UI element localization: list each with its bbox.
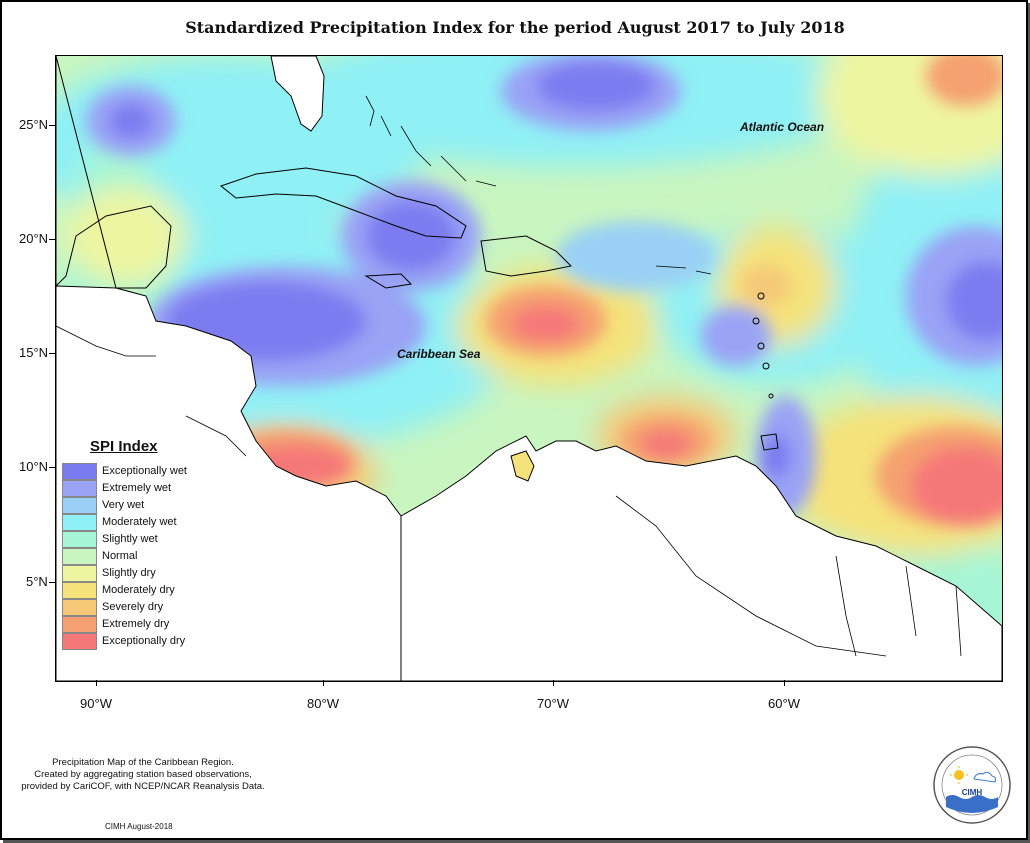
- lat-tick: [49, 582, 55, 583]
- lon-tick: [96, 680, 97, 686]
- legend-item: Exceptionally dry: [62, 632, 187, 650]
- map-credit: CIMH August-2018: [105, 822, 173, 831]
- lon-label-80w: 80°W: [307, 696, 339, 711]
- legend-swatch: [62, 547, 97, 565]
- atlantic-ocean-label: Atlantic Ocean: [740, 120, 825, 134]
- lat-tick: [49, 125, 55, 126]
- legend-label: Exceptionally dry: [102, 635, 186, 647]
- legend-item: Severely dry: [62, 598, 187, 616]
- lat-tick: [49, 353, 55, 354]
- legend-swatch: [62, 479, 97, 497]
- lat-label-5n: 5°N: [26, 574, 48, 589]
- legend-swatch: [62, 632, 97, 650]
- map-title: Standardized Precipitation Index for the…: [185, 18, 845, 37]
- legend-item: Extremely wet: [62, 479, 187, 497]
- cimh-logo: CIMH: [932, 745, 1012, 825]
- legend-item: Moderately dry: [62, 581, 187, 599]
- legend-label: Normal: [102, 550, 138, 562]
- legend-label: Extremely dry: [102, 618, 170, 630]
- map-description: Precipitation Map of the Caribbean Regio…: [8, 757, 278, 793]
- legend-swatch: [62, 462, 97, 480]
- legend-item: Slightly dry: [62, 564, 187, 582]
- legend-label: Severely dry: [102, 601, 164, 613]
- legend-title: SPI Index: [90, 438, 158, 455]
- legend-label: Extremely wet: [102, 482, 172, 494]
- note-line: Created by aggregating station based obs…: [34, 769, 252, 780]
- lat-tick: [49, 467, 55, 468]
- legend-swatch: [62, 615, 97, 633]
- lon-tick: [553, 680, 554, 686]
- legend-item: Slightly wet: [62, 530, 187, 548]
- legend-swatch: [62, 598, 97, 616]
- legend-swatch: [62, 564, 97, 582]
- legend-item: Very wet: [62, 496, 187, 514]
- lat-tick: [49, 239, 55, 240]
- legend-label: Slightly dry: [102, 567, 156, 579]
- legend-swatch: [62, 530, 97, 548]
- logo-text: CIMH: [962, 788, 983, 797]
- caribbean-sea-label: Caribbean Sea: [397, 347, 481, 361]
- lat-label-25n: 25°N: [19, 117, 49, 132]
- lon-label-90w: 90°W: [80, 696, 112, 711]
- legend-item: Exceptionally wet: [62, 462, 187, 480]
- legend-item: Extremely dry: [62, 615, 187, 633]
- legend-label: Very wet: [102, 499, 145, 511]
- legend-item: Moderately wet: [62, 513, 187, 531]
- note-line: Precipitation Map of the Caribbean Regio…: [52, 757, 234, 768]
- note-line: provided by CariCOF, with NCEP/NCAR Rean…: [21, 781, 265, 792]
- legend-label: Slightly wet: [102, 533, 158, 545]
- cimh-logo-icon: CIMH: [933, 746, 1011, 824]
- lon-label-70w: 70°W: [537, 696, 569, 711]
- legend-swatch: [62, 513, 97, 531]
- legend-item: Normal: [62, 547, 187, 565]
- lat-label-15n: 15°N: [19, 345, 49, 360]
- lon-tick: [784, 680, 785, 686]
- lat-label-10n: 10°N: [19, 459, 49, 474]
- spi-map: [55, 55, 1003, 682]
- spi-legend: SPI Index Exceptionally wet Extremely we…: [62, 438, 187, 650]
- lon-tick: [323, 680, 324, 686]
- legend-swatch: [62, 496, 97, 514]
- lat-label-20n: 20°N: [19, 231, 49, 246]
- legend-label: Exceptionally wet: [102, 465, 187, 477]
- lon-label-60w: 60°W: [768, 696, 800, 711]
- legend-swatch: [62, 581, 97, 599]
- spi-map-canvas: [56, 56, 1002, 681]
- legend-label: Moderately dry: [102, 584, 175, 596]
- legend-label: Moderately wet: [102, 516, 177, 528]
